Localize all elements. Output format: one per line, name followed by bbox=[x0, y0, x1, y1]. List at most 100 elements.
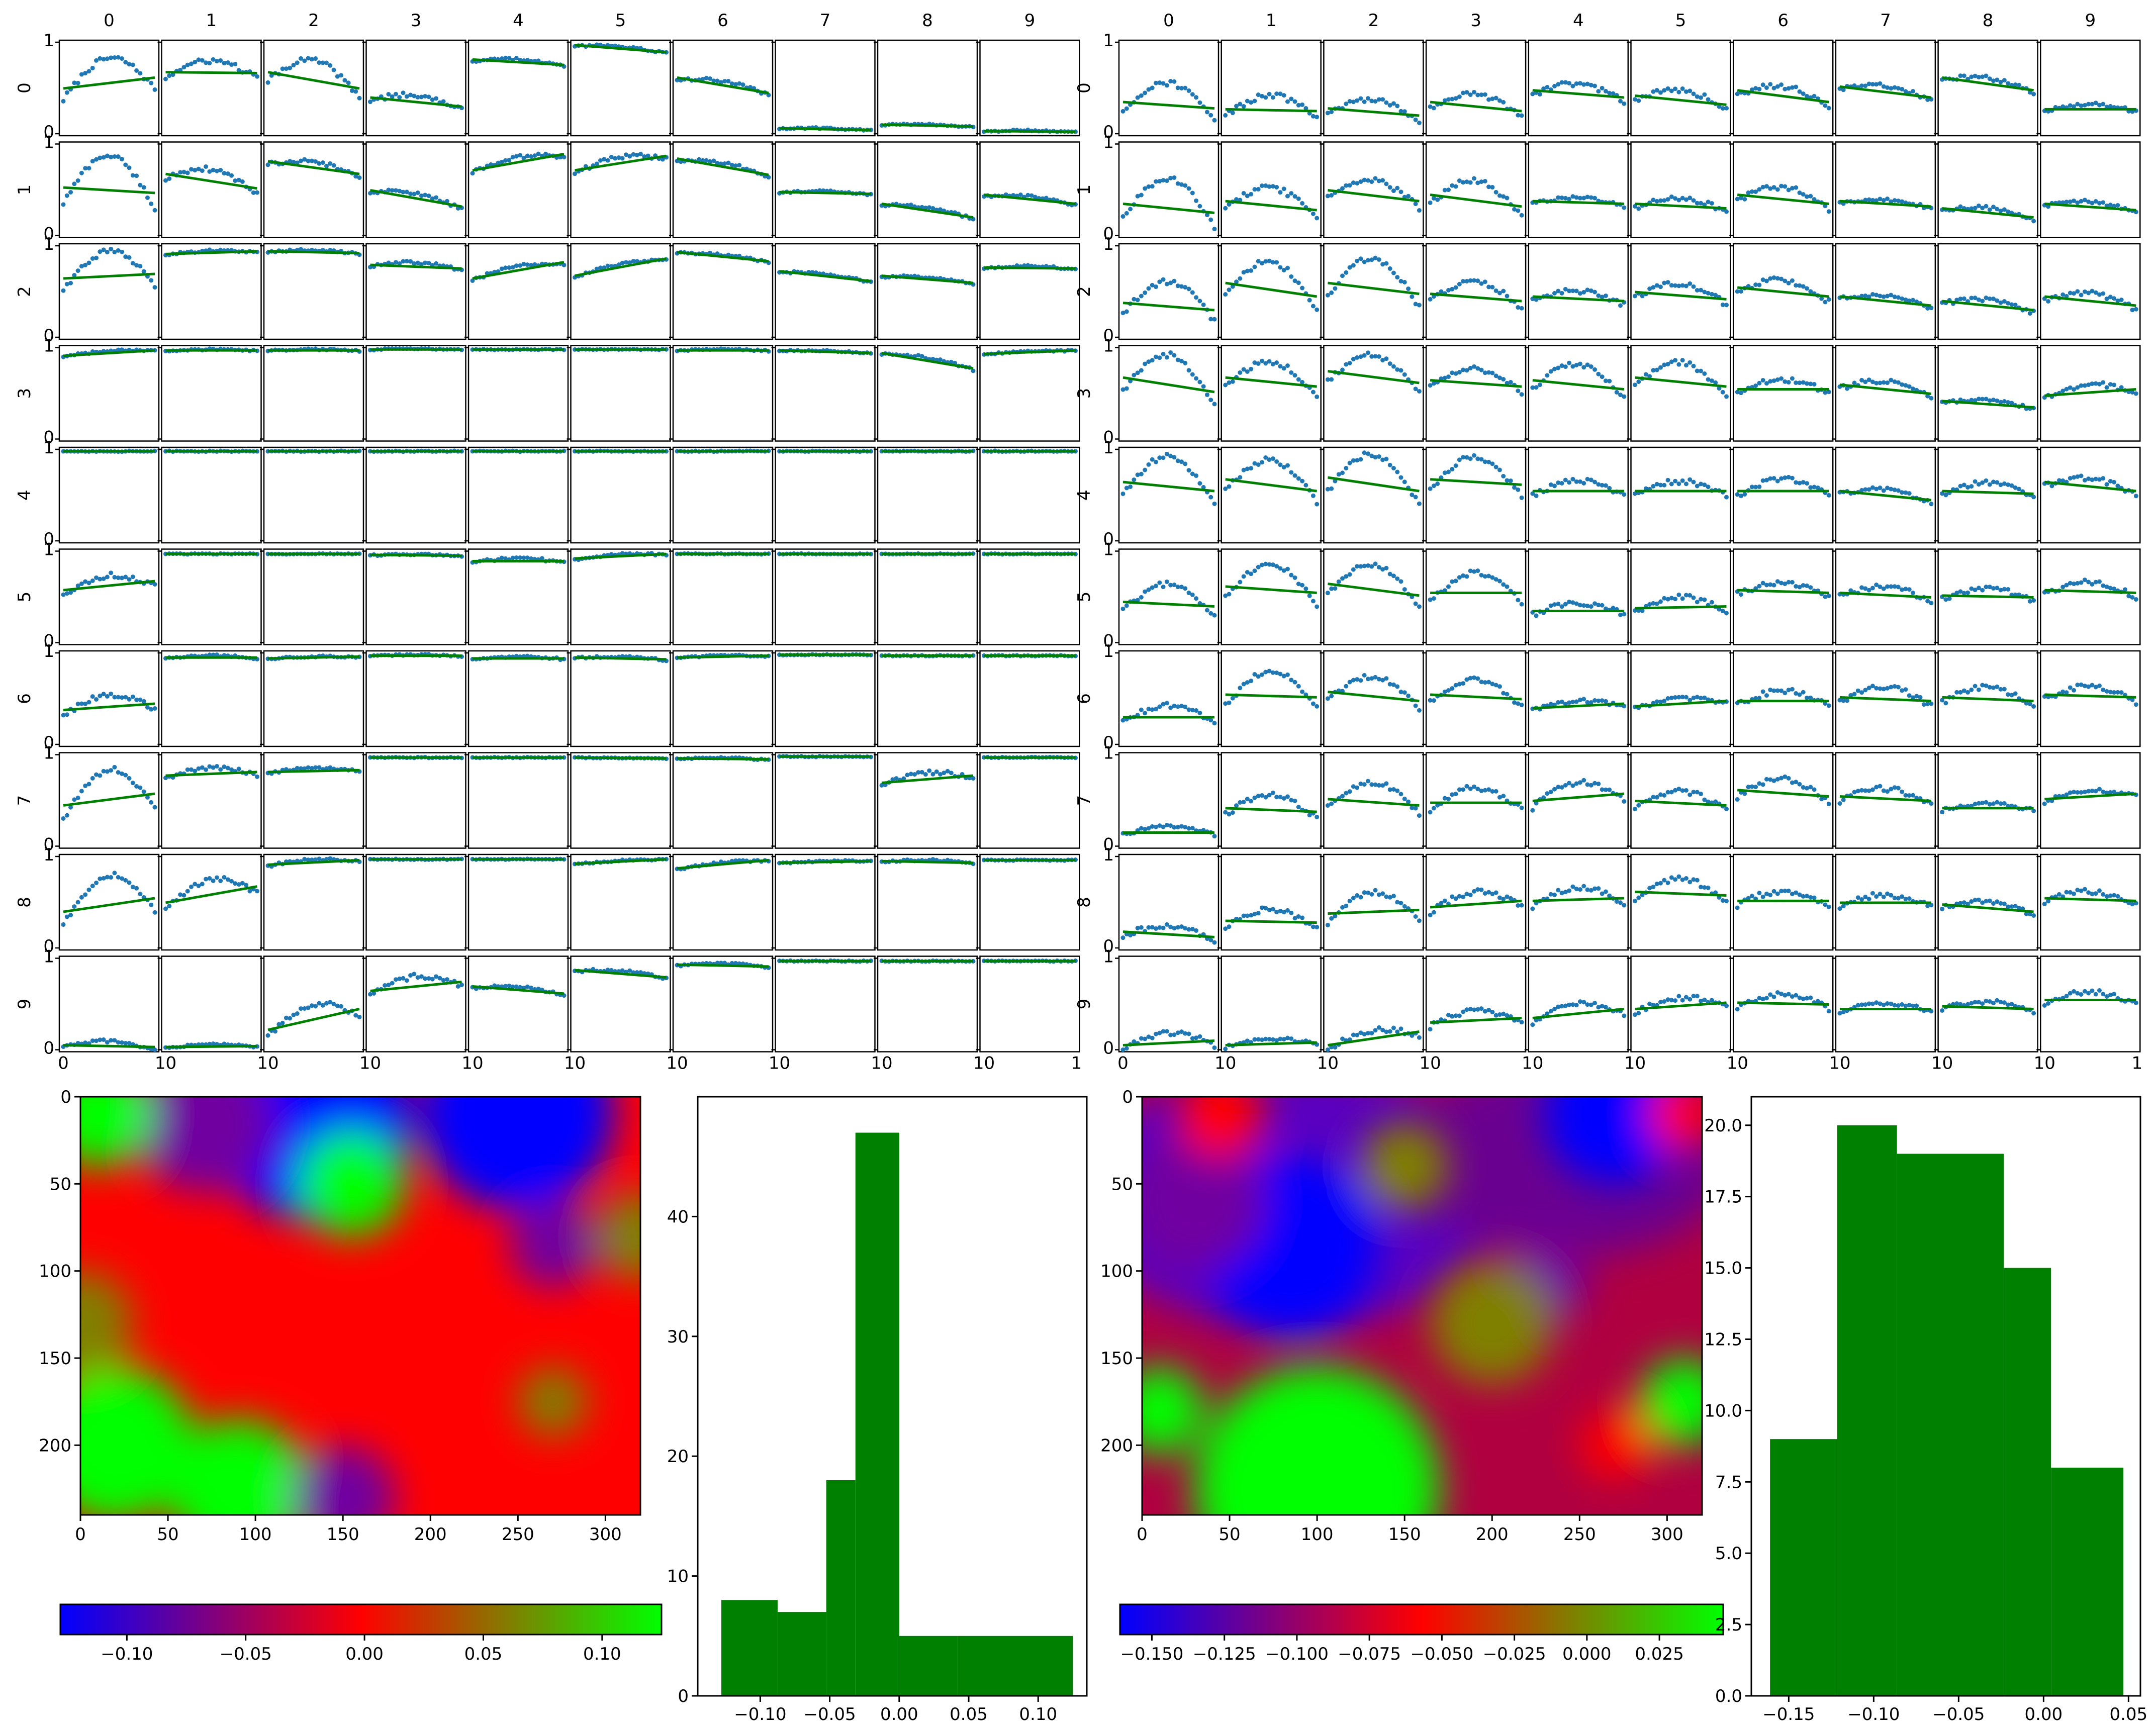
scatter-point bbox=[894, 776, 899, 781]
scatter-point bbox=[1340, 186, 1345, 191]
scatter-point bbox=[1794, 584, 1799, 589]
scatter-point bbox=[1706, 291, 1711, 296]
scatter-point bbox=[1267, 359, 1272, 364]
scatter-cell bbox=[157, 752, 262, 849]
scatter-point bbox=[1790, 185, 1795, 190]
scatter-point bbox=[1482, 92, 1487, 97]
scatter-cell bbox=[362, 853, 466, 951]
scatter-point bbox=[1794, 380, 1799, 386]
scatter-point bbox=[61, 288, 66, 293]
scatter-point bbox=[1143, 589, 1148, 594]
scatter-point bbox=[1688, 88, 1693, 93]
scatter-point bbox=[127, 880, 132, 885]
scatter-point bbox=[1998, 300, 2003, 305]
scatter-point bbox=[127, 62, 132, 67]
scatter-point bbox=[638, 151, 643, 156]
scatter-point bbox=[1373, 99, 1378, 104]
scatter-point bbox=[1212, 227, 1217, 232]
scatter-point bbox=[1417, 389, 1422, 394]
scatter-point bbox=[1885, 196, 1890, 201]
scatter-point bbox=[1801, 91, 1806, 96]
scatter-point bbox=[1779, 183, 1784, 188]
scatter-point bbox=[1581, 365, 1586, 370]
scatter-point bbox=[1783, 184, 1788, 189]
scatter-point bbox=[1683, 593, 1689, 598]
scatter-point bbox=[236, 882, 241, 887]
regression-line bbox=[1122, 601, 1215, 608]
scatter-point bbox=[324, 60, 329, 65]
scatter-point bbox=[1823, 300, 1828, 305]
scatter-cell bbox=[362, 752, 466, 849]
scatter-point bbox=[1471, 176, 1476, 181]
scatter-point bbox=[1315, 604, 1320, 609]
scatter-point bbox=[1387, 361, 1392, 366]
scatter-cell bbox=[874, 955, 978, 1052]
scatter-point bbox=[1168, 453, 1173, 458]
scatter-point bbox=[1256, 462, 1261, 467]
scatter-point bbox=[1471, 89, 1476, 94]
scatter-cell bbox=[874, 345, 978, 442]
scatter-point bbox=[109, 154, 114, 159]
scatter-point bbox=[1658, 599, 1663, 604]
scatter-point bbox=[2104, 297, 2109, 302]
scatter-point bbox=[1146, 286, 1151, 291]
scatter-point bbox=[255, 190, 259, 195]
scatter-point bbox=[1461, 279, 1466, 284]
scatter-point bbox=[1398, 475, 1403, 480]
cell-frame bbox=[467, 650, 569, 747]
scatter-point bbox=[328, 63, 333, 68]
scatter-point bbox=[1285, 566, 1290, 571]
scatter-point bbox=[1760, 184, 1765, 189]
scatter-point bbox=[1775, 276, 1780, 281]
cell-frame bbox=[672, 650, 774, 747]
scatter-point bbox=[1585, 81, 1590, 86]
scatter-point bbox=[1958, 204, 1963, 209]
scatter-point bbox=[255, 774, 259, 779]
scatter-point bbox=[2079, 473, 2084, 478]
scatter-point bbox=[2090, 381, 2095, 386]
scatter-point bbox=[1223, 382, 1228, 388]
scatter-point bbox=[1124, 486, 1129, 491]
scatter-point bbox=[1486, 370, 1491, 375]
scatter-point bbox=[1194, 376, 1199, 381]
scatter-point bbox=[2115, 484, 2120, 489]
scatter-point bbox=[2079, 199, 2084, 204]
scatter-point bbox=[715, 78, 720, 83]
scatter-point bbox=[1351, 180, 1356, 185]
scatter-point bbox=[1534, 385, 1539, 390]
scatter-point bbox=[521, 555, 526, 560]
y-tick-label: 1 bbox=[43, 540, 54, 560]
scatter-point bbox=[1987, 482, 1992, 487]
cell-frame bbox=[979, 446, 1080, 544]
scatter-point bbox=[1482, 279, 1487, 284]
scatter-point bbox=[1505, 294, 1510, 299]
scatter-point bbox=[1760, 377, 1765, 382]
scatter-point bbox=[1355, 564, 1360, 569]
scatter-point bbox=[1285, 99, 1290, 104]
scatter-point bbox=[514, 555, 519, 560]
scatter-point bbox=[1186, 468, 1191, 473]
scatter-point bbox=[167, 904, 172, 909]
scatter-point bbox=[1863, 293, 1868, 298]
scatter-point bbox=[2002, 399, 2007, 404]
scatter-point bbox=[193, 769, 198, 774]
scatter-point bbox=[1315, 216, 1320, 221]
y-tick-label: 0 bbox=[43, 1038, 54, 1059]
scatter-point bbox=[75, 583, 80, 588]
scatter-point bbox=[306, 1005, 311, 1010]
scatter-point bbox=[1651, 89, 1656, 94]
y-tick-label: 1 bbox=[43, 743, 54, 763]
scatter-point bbox=[1124, 386, 1129, 391]
scatter-point bbox=[919, 354, 924, 359]
cell-frame bbox=[58, 548, 160, 645]
scatter-cell bbox=[362, 955, 466, 1052]
y-tick-label: 1 bbox=[43, 947, 54, 967]
regression-line bbox=[881, 859, 974, 865]
scatter-point bbox=[2075, 289, 2080, 294]
scatter-point bbox=[98, 1037, 103, 1042]
scatter-point bbox=[302, 1006, 307, 1011]
cell-frame bbox=[979, 548, 1080, 645]
cell-frame bbox=[1528, 446, 1629, 544]
scatter-point bbox=[1673, 358, 1678, 363]
scatter-point bbox=[430, 977, 435, 982]
